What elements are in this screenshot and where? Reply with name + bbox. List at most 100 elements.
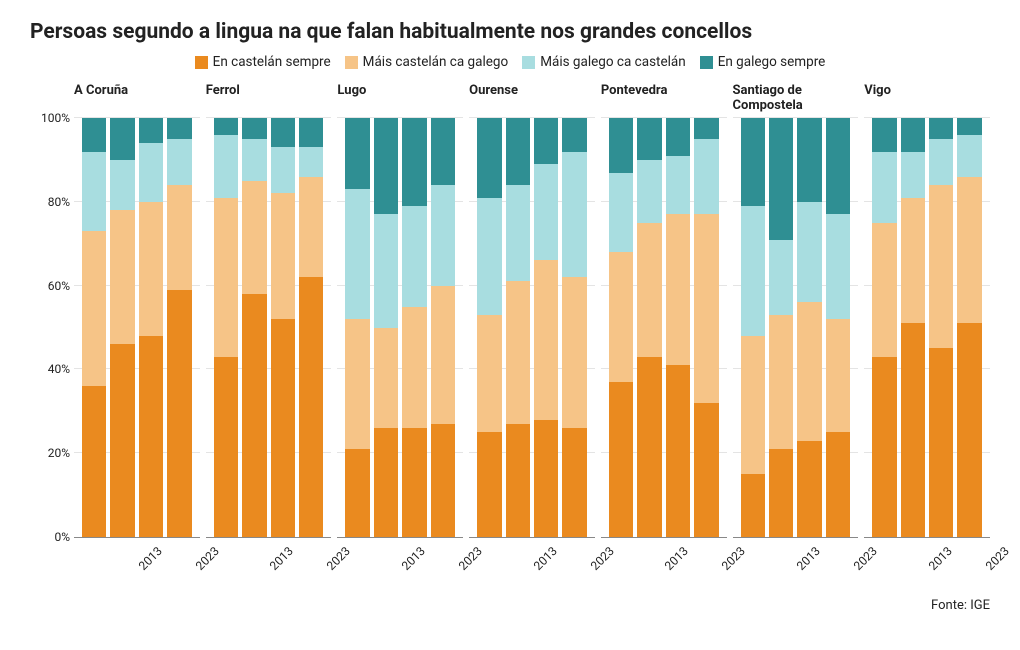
x-axis-labels: 20132023 (337, 544, 463, 594)
bar-segment-mais_castelan (299, 177, 323, 278)
bar-segment-mais_galego (110, 160, 134, 210)
bar-segment-mais_castelan (534, 260, 558, 419)
bar-segment-mais_galego (402, 206, 426, 307)
bar-segment-mais_galego (929, 139, 953, 185)
bar-segment-castelan_sempre (299, 277, 323, 537)
x-tick-label: 2013 (794, 544, 823, 573)
bar-segment-galego_sempre (694, 118, 718, 139)
bar-segment-castelan_sempre (929, 348, 953, 537)
legend-label: Máis castelán ca galego (363, 54, 509, 70)
bars (477, 118, 587, 537)
bar-segment-mais_castelan (271, 193, 295, 319)
bar-segment-mais_castelan (167, 185, 191, 290)
bar-segment-galego_sempre (242, 118, 266, 139)
bar-segment-mais_castelan (345, 319, 369, 449)
bar-segment-mais_galego (431, 185, 455, 286)
bar-segment-galego_sempre (271, 118, 295, 147)
bar-segment-castelan_sempre (477, 432, 501, 537)
legend: En castelán sempre Máis castelán ca galeg… (30, 54, 990, 70)
bar-segment-mais_castelan (609, 252, 633, 382)
legend-item-galego_sempre: En galego sempre (700, 54, 826, 70)
bar-segment-galego_sempre (769, 118, 793, 240)
bar-segment-mais_galego (741, 206, 765, 336)
x-tick-label: 2013 (926, 544, 955, 573)
bar-segment-castelan_sempre (345, 449, 369, 537)
bar-segment-galego_sempre (826, 118, 850, 214)
bar (477, 118, 501, 537)
bar-segment-galego_sempre (110, 118, 134, 160)
bar-segment-mais_castelan (901, 198, 925, 324)
bar-segment-castelan_sempre (110, 344, 134, 537)
bar (666, 118, 690, 537)
bar-segment-mais_galego (826, 214, 850, 319)
bar-segment-mais_galego (609, 173, 633, 253)
y-tick-label: 60% (48, 279, 70, 293)
bar-segment-castelan_sempre (431, 424, 455, 537)
y-axis-labels: 0%20%40%60%80%100% (30, 118, 70, 537)
bar (797, 118, 821, 537)
panel: Vigo20132023 (864, 84, 990, 594)
panel-title: Ferrol (206, 84, 332, 116)
bar-segment-castelan_sempre (901, 323, 925, 537)
bar (139, 118, 163, 537)
bar-segment-galego_sempre (609, 118, 633, 172)
bar-segment-castelan_sempre (82, 386, 106, 537)
bar-segment-mais_castelan (402, 307, 426, 429)
bar-segment-galego_sempre (562, 118, 586, 152)
bar-segment-mais_galego (242, 139, 266, 181)
legend-item-mais_castelan: Máis castelán ca galego (345, 54, 509, 70)
panels-container: A Coruña0%20%40%60%80%100% 20132023 Ferrol… (30, 84, 990, 594)
bar-segment-castelan_sempre (214, 357, 238, 537)
panel-title: Santiago de Compostela (733, 84, 859, 116)
bar-segment-mais_galego (271, 147, 295, 193)
bar-segment-mais_castelan (477, 315, 501, 432)
bar-segment-castelan_sempre (402, 428, 426, 537)
bar-segment-galego_sempre (666, 118, 690, 156)
bar-segment-galego_sempre (797, 118, 821, 202)
bar-segment-mais_galego (694, 139, 718, 214)
bar (929, 118, 953, 537)
bar-segment-galego_sempre (167, 118, 191, 139)
bar-segment-castelan_sempre (139, 336, 163, 537)
panel-title: Pontevedra (601, 84, 727, 116)
bar-segment-castelan_sempre (506, 424, 530, 537)
panel: Pontevedra20132023 (601, 84, 727, 594)
bar-segment-castelan_sempre (872, 357, 896, 537)
bar-segment-castelan_sempre (957, 323, 981, 537)
panel: Ourense20132023 (469, 84, 595, 594)
bar-segment-mais_castelan (929, 185, 953, 348)
bar-segment-mais_galego (345, 189, 369, 319)
legend-label: En castelán sempre (213, 54, 331, 70)
bar-segment-galego_sempre (741, 118, 765, 206)
panel-title: Vigo (864, 84, 990, 116)
bar (299, 118, 323, 537)
bar (826, 118, 850, 537)
bar-segment-castelan_sempre (609, 382, 633, 537)
bar-segment-mais_galego (534, 164, 558, 260)
bar-segment-galego_sempre (345, 118, 369, 189)
bar (82, 118, 106, 537)
bar-segment-mais_castelan (797, 302, 821, 440)
panel-title: A Coruña (74, 84, 200, 116)
bar-segment-castelan_sempre (242, 294, 266, 537)
bar-segment-mais_galego (506, 185, 530, 281)
bar (534, 118, 558, 537)
plot-area (864, 118, 990, 538)
bar (769, 118, 793, 537)
bar-segment-mais_castelan (506, 281, 530, 423)
bar-segment-mais_galego (562, 152, 586, 278)
legend-swatch (522, 56, 535, 69)
bar-segment-mais_castelan (741, 336, 765, 474)
bar-segment-mais_galego (872, 152, 896, 223)
bar-segment-mais_galego (299, 147, 323, 176)
bar (637, 118, 661, 537)
bar-segment-mais_castelan (562, 277, 586, 428)
bar-segment-mais_castelan (82, 231, 106, 386)
plot-area (469, 118, 595, 538)
bar-segment-mais_castelan (637, 223, 661, 357)
bar-segment-galego_sempre (957, 118, 981, 135)
bar-segment-mais_castelan (957, 177, 981, 324)
bar (167, 118, 191, 537)
bar-segment-galego_sempre (374, 118, 398, 214)
bar-segment-mais_galego (901, 152, 925, 198)
